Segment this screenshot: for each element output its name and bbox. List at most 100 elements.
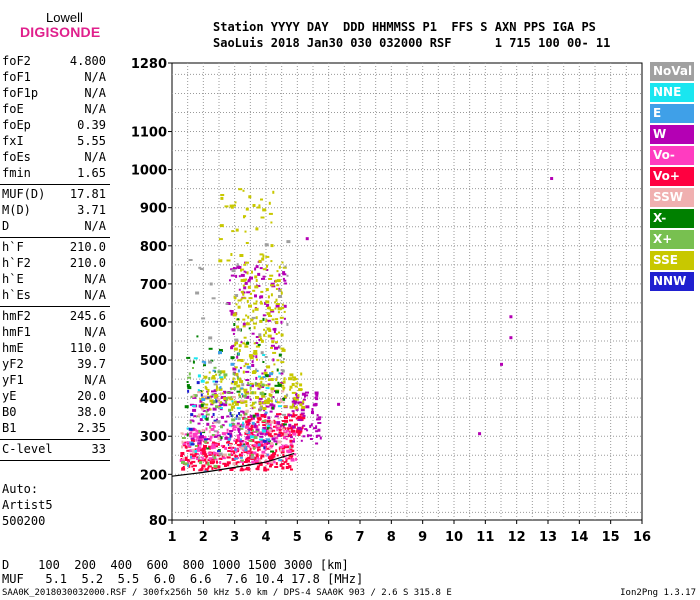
echo-point	[216, 434, 221, 437]
echo-point	[280, 333, 284, 337]
echo-point	[317, 416, 322, 419]
echo-point	[263, 333, 266, 337]
echo-point	[230, 362, 235, 366]
param-value: N/A	[84, 288, 106, 302]
echo-point	[251, 391, 254, 395]
echo-point	[208, 336, 213, 340]
echo-point	[222, 445, 226, 449]
echo-point	[235, 450, 238, 454]
echo-point	[266, 365, 271, 369]
echo-point	[232, 367, 237, 371]
echo-point	[223, 403, 228, 407]
echo-point	[192, 451, 195, 455]
echo-point	[292, 402, 297, 405]
echo-point	[208, 457, 212, 461]
echo-point	[252, 309, 255, 313]
outlier-point	[500, 362, 503, 366]
echo-point	[264, 448, 267, 451]
echo-point	[214, 451, 217, 454]
echo-point	[285, 438, 288, 441]
echo-point	[255, 227, 259, 231]
echo-point	[262, 275, 266, 278]
echo-point	[283, 461, 286, 464]
echo-point	[282, 450, 285, 454]
param-value: 210.0	[69, 240, 106, 254]
echo-point	[228, 403, 232, 406]
echo-point	[241, 453, 244, 456]
echo-point	[261, 383, 265, 387]
echo-point	[266, 462, 269, 465]
echo-point	[212, 454, 215, 458]
echo-point	[235, 441, 237, 445]
echo-point	[274, 307, 277, 310]
echo-point	[191, 457, 196, 460]
echo-point	[267, 442, 272, 445]
echo-point	[194, 432, 198, 436]
param-separator	[0, 184, 110, 185]
echo-point	[226, 441, 229, 444]
echo-point	[202, 409, 206, 412]
echo-point	[315, 430, 319, 433]
echo-point	[315, 393, 319, 397]
echo-point	[196, 381, 200, 385]
echo-point	[236, 390, 241, 393]
echo-point	[187, 386, 192, 390]
param-name: fxI	[2, 134, 24, 148]
echo-point	[272, 190, 275, 194]
echo-point	[201, 464, 206, 468]
echo-point	[282, 380, 286, 384]
echo-point	[242, 189, 245, 192]
echo-point	[239, 438, 242, 441]
echo-point	[288, 465, 292, 469]
echo-point	[206, 438, 210, 441]
echo-point	[276, 421, 281, 425]
echo-point	[294, 423, 298, 426]
echo-point	[235, 341, 238, 345]
echo-point	[189, 419, 194, 422]
echo-point	[251, 460, 256, 464]
echo-point	[201, 407, 205, 410]
echo-point	[263, 328, 266, 331]
echo-point	[243, 388, 248, 392]
echo-point	[239, 469, 244, 472]
echo-point	[205, 410, 208, 413]
legend-item-sse: SSE	[650, 251, 694, 270]
echo-point	[270, 387, 275, 391]
echo-point	[232, 372, 235, 376]
echo-point	[232, 332, 235, 335]
echo-point	[260, 300, 263, 303]
echo-point	[239, 432, 242, 436]
echo-point	[235, 228, 239, 232]
echo-point	[239, 453, 243, 457]
echo-point	[263, 413, 267, 416]
echo-point	[255, 428, 260, 432]
echo-point	[218, 349, 223, 352]
echo-point	[237, 328, 242, 332]
echo-point	[260, 295, 264, 299]
echo-point	[211, 445, 216, 449]
echo-point	[192, 455, 196, 458]
echo-point	[233, 425, 238, 429]
echo-point	[269, 444, 274, 447]
echo-point	[205, 387, 208, 390]
echo-point	[224, 446, 228, 450]
echo-point	[315, 392, 319, 395]
echo-point	[197, 444, 200, 448]
echo-point	[280, 372, 284, 375]
echo-point	[258, 448, 261, 451]
param-row: yE 20.0	[2, 389, 106, 405]
echo-point	[289, 429, 292, 432]
echo-point	[250, 384, 254, 388]
echo-point	[232, 313, 237, 317]
echo-point	[247, 285, 251, 289]
echo-point	[282, 387, 285, 391]
echo-point	[301, 405, 306, 409]
echo-point	[240, 298, 243, 301]
legend-item-w: W	[650, 125, 694, 144]
echo-point	[209, 408, 212, 411]
echo-point	[237, 430, 240, 433]
echo-point	[299, 413, 304, 416]
echo-point	[236, 465, 239, 468]
echo-point	[230, 310, 234, 313]
legend-item-nne: NNE	[650, 83, 694, 102]
